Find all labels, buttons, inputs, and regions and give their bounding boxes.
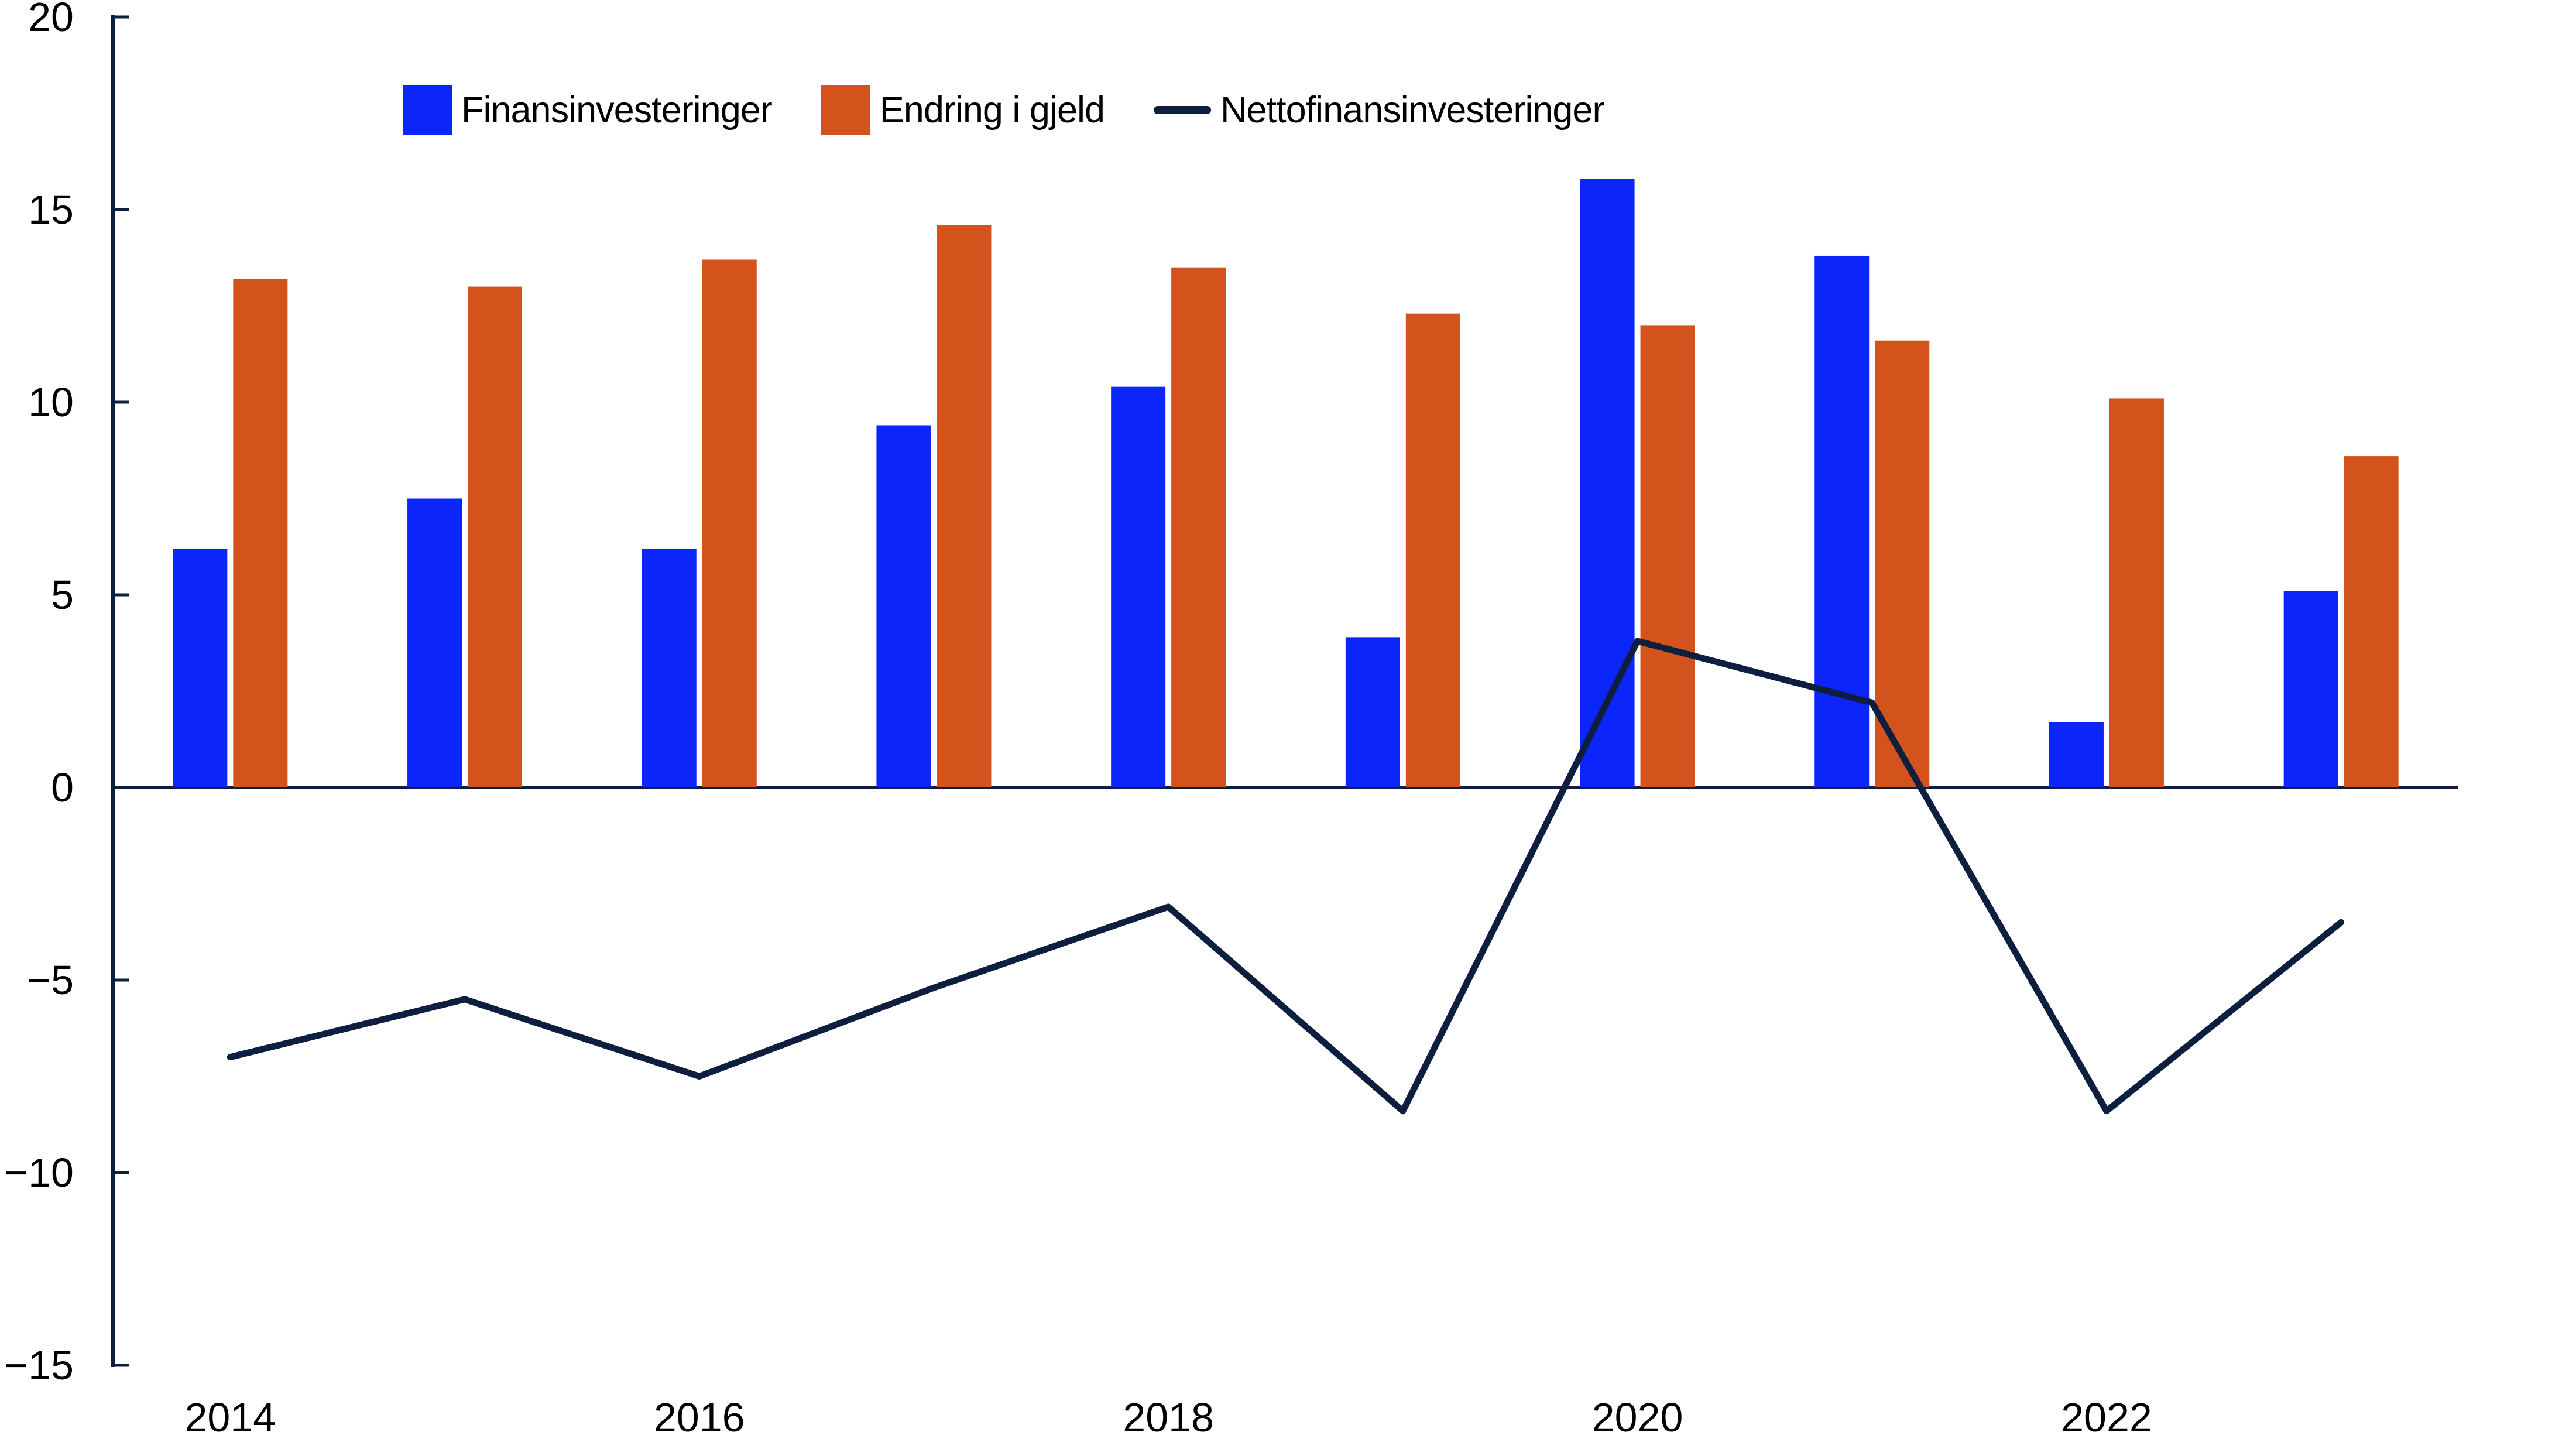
legend-label: Finansinvesteringer [461, 90, 773, 131]
bar-finansinvesteringer-2019 [1345, 637, 1400, 787]
legend-label: Endring i gjeld [879, 90, 1105, 131]
x-axis-tick-label: 2022 [2061, 1395, 2152, 1440]
y-axis-tick-label: −15 [4, 1342, 74, 1388]
bar-endring-i-gjeld-2016 [702, 259, 757, 787]
bar-endring-i-gjeld-2020 [1640, 325, 1695, 787]
bar-endring-i-gjeld-2023 [2344, 456, 2399, 787]
legend-label: Nettofinansinvesteringer [1220, 90, 1604, 131]
x-axis-tick-label: 2018 [1123, 1395, 1214, 1440]
y-axis-tick-label: 20 [28, 0, 74, 40]
bar-finansinvesteringer-2014 [173, 549, 228, 787]
bar-endring-i-gjeld-2021 [1875, 340, 1930, 787]
bar-endring-i-gjeld-2022 [2109, 398, 2164, 787]
bar-finansinvesteringer-2017 [876, 425, 931, 787]
bar-finansinvesteringer-2018 [1111, 386, 1166, 787]
x-axis-tick-label: 2014 [184, 1395, 276, 1440]
line-nettofinansinvesteringer [227, 638, 2345, 1115]
bar-finansinvesteringer-2021 [1814, 255, 1870, 788]
x-axis-tick-label: 2020 [1592, 1395, 1683, 1440]
y-axis-tick-label: 15 [28, 187, 74, 232]
bar-finansinvesteringer-2016 [642, 549, 697, 787]
legend-item-finansinvesteringer: Finansinvesteringer [403, 83, 773, 137]
y-axis-tick-label: −10 [4, 1150, 74, 1195]
legend-swatch-finansinvesteringer [403, 85, 452, 135]
legend-swatch-endring-i-gjeld [821, 85, 870, 135]
bar-finansinvesteringer-2020 [1580, 179, 1635, 787]
y-axis-tick-label: 0 [51, 765, 74, 810]
y-axis-tick-label: −5 [27, 957, 74, 1003]
bar-finansinvesteringer-2023 [2283, 591, 2338, 787]
legend: Finansinvesteringer Endring i gjeld Nett… [403, 83, 1604, 137]
y-axis-tick-label: 5 [51, 572, 74, 618]
bar-endring-i-gjeld-2018 [1171, 267, 1226, 787]
legend-item-nettofinansinvesteringer: Nettofinansinvesteringer [1154, 83, 1604, 137]
legend-item-endring-i-gjeld: Endring i gjeld [821, 83, 1105, 137]
bar-finansinvesteringer-2022 [2049, 722, 2104, 787]
bar-endring-i-gjeld-2017 [937, 225, 992, 787]
y-axis-tick-label: 10 [28, 379, 74, 425]
bar-endring-i-gjeld-2019 [1405, 313, 1460, 787]
bar-endring-i-gjeld-2014 [233, 279, 288, 787]
bar-endring-i-gjeld-2015 [468, 286, 523, 788]
bar-finansinvesteringer-2015 [407, 498, 462, 787]
x-axis-tick-label: 2016 [654, 1395, 745, 1440]
legend-line-swatch-icon [1154, 106, 1212, 114]
